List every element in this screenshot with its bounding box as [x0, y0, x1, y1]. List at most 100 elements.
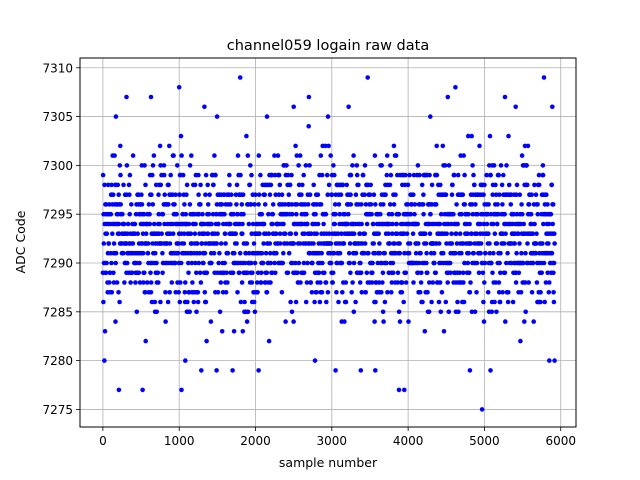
data-point — [109, 182, 114, 188]
data-point — [108, 211, 114, 217]
data-point — [416, 241, 421, 246]
data-point — [462, 172, 467, 178]
data-point — [104, 260, 109, 266]
data-point — [143, 231, 149, 236]
data-point — [469, 202, 475, 207]
data-point — [439, 290, 445, 295]
data-point — [211, 182, 216, 188]
data-point — [519, 202, 524, 207]
data-point — [410, 231, 416, 236]
data-point — [288, 299, 293, 305]
y-tick-label: 7305 — [42, 110, 73, 124]
data-point — [288, 231, 294, 236]
data-point — [487, 241, 492, 246]
data-point — [227, 182, 232, 188]
data-point — [235, 290, 240, 295]
data-point — [476, 270, 482, 276]
data-point — [402, 250, 407, 256]
data-point — [466, 270, 472, 276]
data-point — [427, 172, 432, 178]
data-point — [517, 241, 522, 246]
data-point — [336, 202, 342, 207]
data-point — [267, 241, 273, 246]
data-point — [546, 241, 551, 246]
data-point — [538, 290, 543, 295]
data-point — [481, 192, 486, 197]
data-point-outlier — [547, 358, 552, 363]
data-point — [532, 221, 537, 227]
data-point — [250, 270, 255, 276]
data-point — [513, 280, 519, 285]
data-point — [116, 192, 121, 197]
data-point — [523, 250, 528, 256]
data-point — [417, 172, 422, 178]
data-point — [225, 250, 231, 256]
data-point — [154, 260, 159, 266]
data-point — [434, 143, 440, 149]
data-point — [423, 241, 429, 246]
data-point — [358, 270, 364, 276]
data-point — [468, 280, 473, 285]
data-point — [478, 250, 483, 256]
data-point — [214, 211, 219, 217]
data-point — [163, 290, 168, 295]
data-point — [381, 202, 386, 207]
data-point — [270, 221, 275, 227]
data-point — [150, 163, 156, 168]
data-point — [158, 163, 163, 168]
data-point — [542, 299, 547, 305]
data-point — [111, 270, 116, 276]
data-point — [192, 182, 198, 188]
data-point — [491, 163, 497, 168]
data-point-outlier — [552, 358, 557, 363]
data-point — [354, 163, 360, 168]
data-point — [427, 231, 433, 236]
data-point — [443, 192, 449, 197]
data-point — [419, 270, 424, 276]
data-point — [551, 299, 557, 305]
data-point-outlier — [373, 368, 378, 373]
data-point — [493, 182, 498, 188]
data-point — [255, 270, 261, 276]
data-point — [289, 202, 295, 207]
data-point — [130, 153, 136, 158]
data-point — [359, 290, 365, 295]
data-point — [397, 241, 402, 246]
data-point — [228, 202, 233, 207]
data-point — [124, 163, 130, 168]
data-point — [152, 299, 158, 305]
data-point — [192, 231, 198, 236]
data-point — [281, 221, 286, 227]
data-point — [279, 192, 285, 197]
data-point — [411, 280, 416, 285]
data-point — [330, 270, 336, 276]
data-point — [545, 270, 550, 276]
data-point — [151, 153, 157, 158]
data-point — [249, 280, 255, 285]
data-point — [267, 192, 273, 197]
data-point — [506, 133, 511, 139]
data-point — [381, 319, 386, 324]
data-point — [240, 221, 245, 227]
data-point — [348, 202, 354, 207]
data-point — [284, 163, 289, 168]
data-point — [462, 260, 467, 266]
data-point — [191, 299, 197, 305]
data-point — [525, 182, 530, 188]
data-point — [489, 260, 494, 266]
data-point — [256, 192, 262, 197]
data-point — [104, 231, 110, 236]
data-point — [217, 309, 223, 315]
data-point — [286, 192, 292, 197]
data-point — [101, 241, 107, 246]
data-point — [328, 241, 334, 246]
data-point — [160, 211, 166, 217]
data-point — [454, 202, 459, 207]
data-point — [240, 329, 246, 334]
x-tick-label: 2000 — [240, 434, 271, 448]
data-point — [534, 280, 540, 285]
data-point — [500, 202, 505, 207]
data-point — [264, 290, 270, 295]
data-point — [378, 211, 383, 217]
y-tick-label: 7295 — [42, 208, 73, 222]
